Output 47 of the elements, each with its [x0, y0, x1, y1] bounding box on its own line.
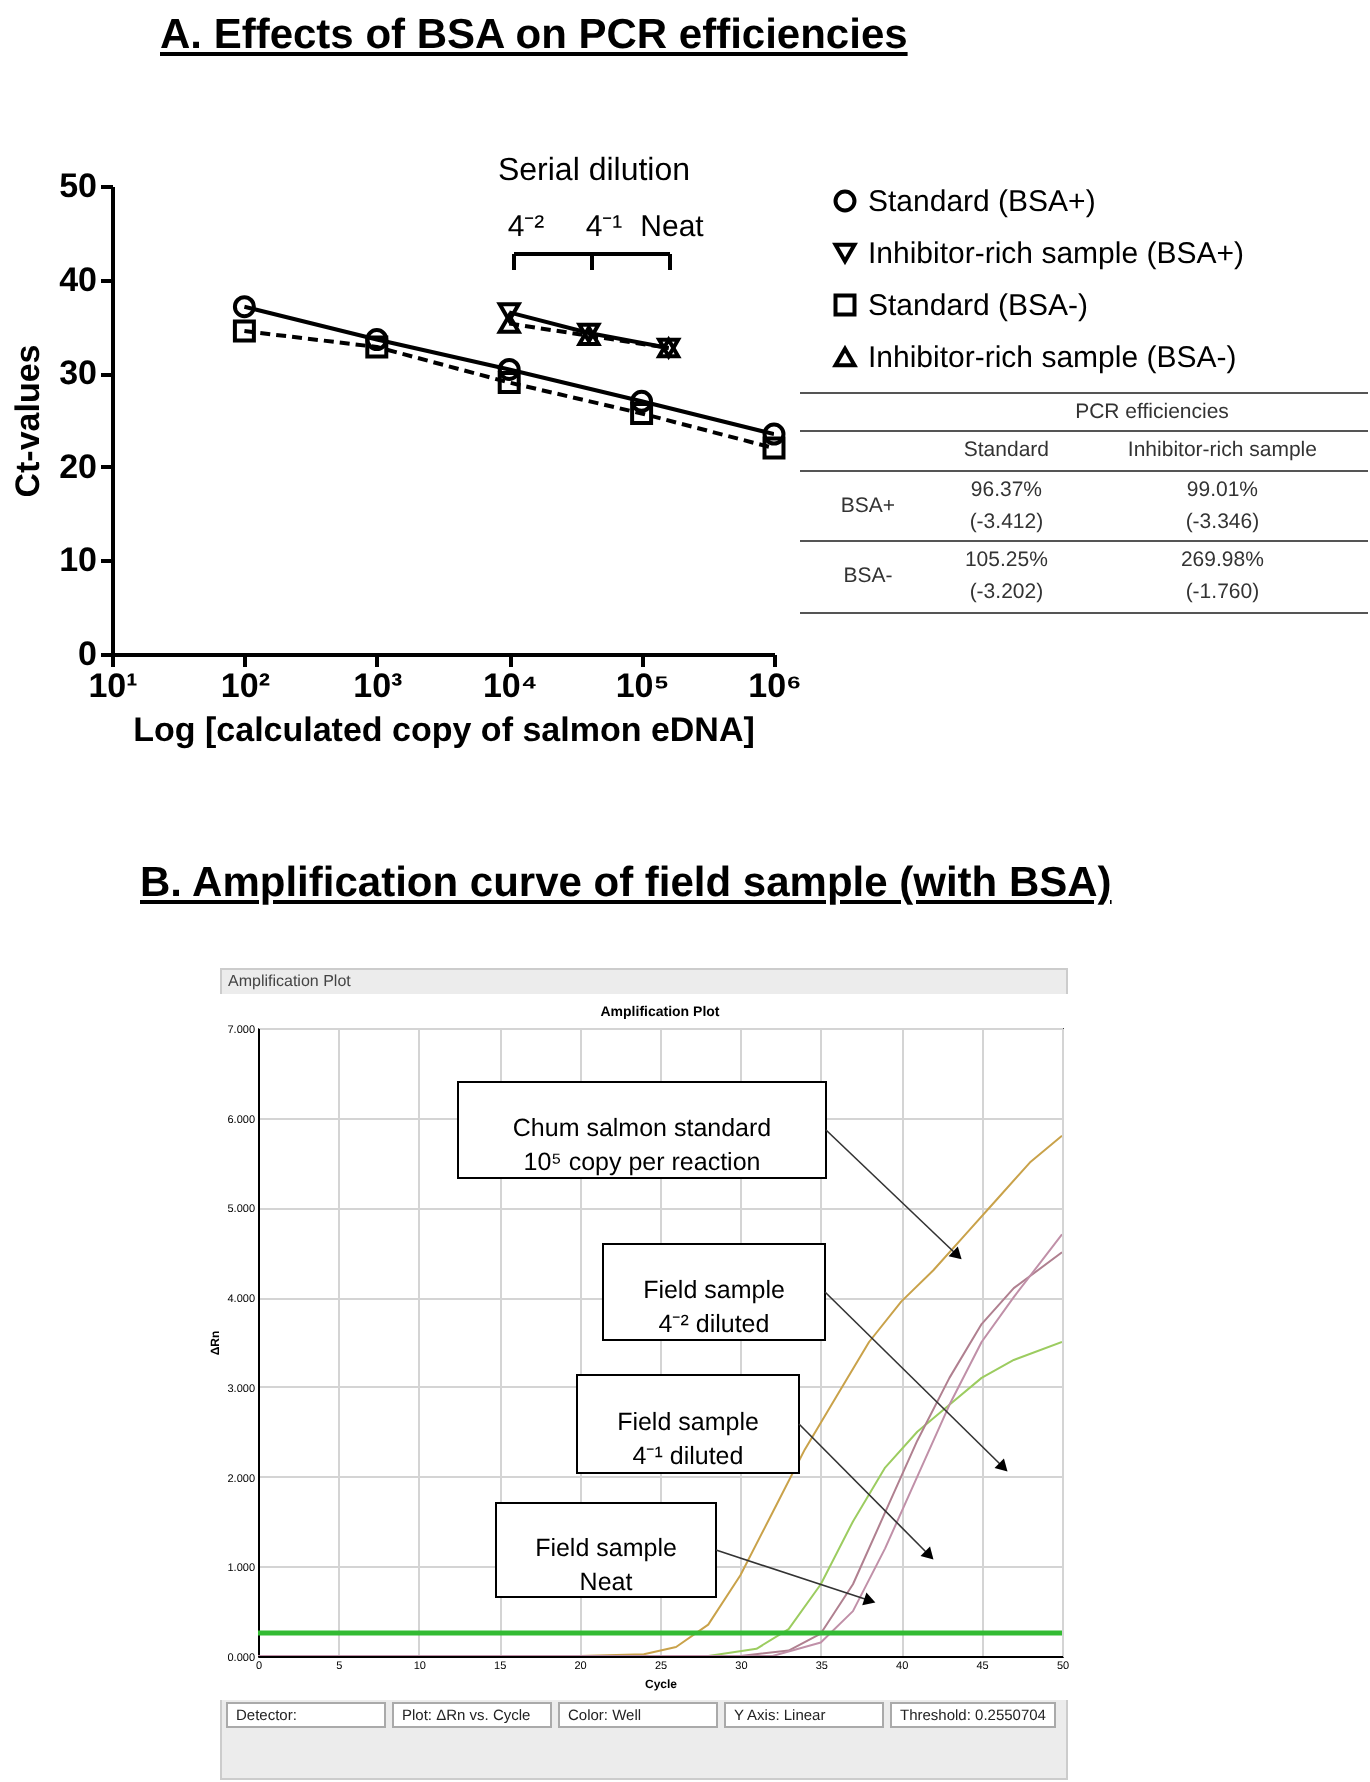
text: 269.98% (-1.760)	[1180, 548, 1264, 605]
x-tick-label: 10³	[353, 667, 404, 705]
point	[365, 335, 389, 359]
y-tick-label: 0	[78, 635, 97, 673]
x-tick-label: 10⁶	[748, 667, 802, 705]
point	[232, 295, 256, 319]
point	[630, 389, 654, 413]
point	[232, 319, 256, 343]
point	[497, 357, 521, 381]
y-tick-label: 40	[59, 260, 97, 299]
text: PCR efficiencies	[936, 393, 1368, 432]
text: 99.01% (-3.346)	[1185, 477, 1260, 534]
x-axis-title: Log [calculated copy of salmon eDNA]	[133, 711, 755, 749]
x-tick-label: 10⁴	[482, 667, 538, 705]
legend-label: Inhibitor-rich sample (BSA-)	[868, 341, 1237, 375]
annotation: Field sample Neat	[535, 1534, 677, 1596]
annotation: Serial dilution	[497, 154, 691, 188]
chart-title: B. Amplification curve of field sample (with BSA)	[140, 860, 1112, 908]
y-tick-label: 20	[59, 447, 97, 486]
category-label: BSA-	[843, 564, 893, 589]
annotation: Field sample 4⁻² diluted	[643, 1276, 785, 1338]
x-tick-label: 10²	[220, 667, 271, 705]
legend-label: Inhibitor-rich sample (BSA+)	[868, 237, 1244, 271]
chart-subtitle: Amplification Plot	[228, 972, 351, 990]
annotation: 4⁻¹	[585, 210, 623, 244]
y-tick-label: 30	[59, 354, 97, 393]
annotation: Chum salmon standard 10⁵ copy per reaction	[512, 1114, 772, 1176]
y-tick-label: 50	[59, 167, 97, 205]
chart-title: A. Effects of BSA on PCR efficiencies	[160, 12, 908, 60]
y-axis-title: Ct-values	[9, 344, 48, 498]
point	[630, 401, 654, 425]
point	[762, 436, 786, 460]
annotation: Neat	[640, 210, 706, 244]
point	[497, 371, 521, 395]
y-tick-label: 10	[59, 541, 97, 580]
text: 96.37% (-3.412)	[969, 477, 1044, 534]
text: 105.25% (-3.202)	[964, 548, 1048, 605]
annotation: 4⁻²	[507, 210, 545, 244]
point	[762, 422, 786, 446]
annotation: Field sample 4⁻¹ diluted	[617, 1408, 759, 1470]
category-label: Inhibitor-rich sample	[1076, 431, 1368, 471]
x-tick-label: 10¹	[88, 667, 139, 705]
category-label: BSA+	[840, 493, 896, 518]
legend-label: Standard (BSA-)	[868, 289, 1089, 323]
x-tick-label: 10⁵	[615, 667, 670, 705]
legend-label: Standard (BSA+)	[868, 185, 1096, 219]
category-label: Standard	[936, 431, 1077, 471]
